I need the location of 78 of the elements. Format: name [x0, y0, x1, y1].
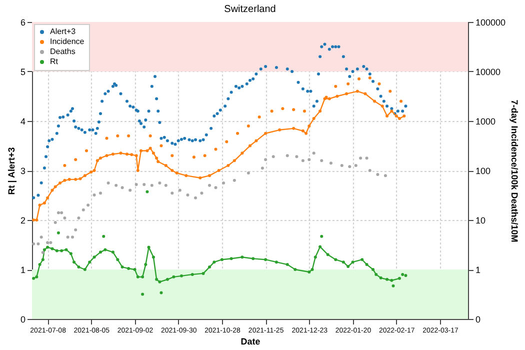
point	[329, 162, 332, 165]
point	[384, 174, 387, 178]
y-tick-label: 0	[20, 314, 26, 324]
point	[70, 236, 74, 239]
point	[222, 181, 226, 184]
legend-label: Incidence	[50, 37, 85, 46]
y2-tick-label: 0	[476, 314, 481, 324]
y-tick-label: 2	[20, 216, 26, 226]
point	[158, 181, 162, 184]
point	[60, 211, 64, 214]
point	[340, 164, 344, 168]
y2-tick-label: 100000	[476, 18, 506, 28]
point	[99, 192, 102, 195]
point	[376, 173, 380, 176]
point	[365, 156, 368, 160]
point	[194, 196, 197, 200]
point	[208, 184, 212, 187]
y2-tick-label: 100	[476, 166, 491, 176]
point	[260, 166, 264, 170]
point	[359, 156, 362, 160]
point	[264, 158, 268, 162]
point	[200, 192, 204, 195]
point	[82, 208, 85, 212]
x-axis-title: Date	[240, 336, 260, 346]
point	[164, 184, 168, 187]
point	[36, 242, 40, 246]
point	[354, 164, 358, 168]
point	[214, 186, 218, 190]
point	[106, 181, 110, 184]
point	[46, 241, 50, 244]
point	[134, 183, 138, 186]
point	[128, 188, 132, 192]
y2-tick-label: 1000	[476, 116, 496, 126]
point	[56, 211, 60, 214]
y-tick-label: 5	[20, 67, 26, 77]
y2-tick-label: 10	[476, 216, 486, 226]
point	[40, 236, 43, 239]
point	[312, 152, 316, 155]
point	[92, 194, 96, 196]
point	[295, 155, 298, 158]
y-axis-title: Rt | Alert+3	[6, 147, 16, 195]
y2-axis-title: 7-day Incidence/100k Deaths/10M	[510, 100, 520, 242]
line-series	[32, 246, 400, 282]
point	[186, 194, 190, 196]
point	[86, 204, 90, 207]
point	[150, 184, 154, 187]
point	[63, 216, 66, 220]
point	[32, 242, 36, 246]
point	[301, 159, 304, 162]
point	[170, 192, 174, 195]
point	[272, 155, 275, 158]
point	[178, 188, 182, 192]
point	[77, 216, 80, 220]
point	[54, 221, 57, 224]
legend-label: Deaths	[50, 47, 76, 56]
y-tick-label: 6	[20, 18, 26, 28]
y-tick-label: 3	[20, 166, 26, 176]
y-tick-label: 1	[20, 265, 26, 275]
point	[320, 159, 324, 162]
y-tick-label: 4	[20, 116, 26, 126]
point	[114, 184, 118, 187]
point	[348, 165, 352, 168]
point	[286, 154, 289, 158]
y2-tick-label: 10000	[476, 67, 501, 77]
point	[246, 172, 250, 174]
legend-label: Alert+3	[50, 27, 76, 36]
point	[142, 183, 146, 186]
point	[308, 158, 311, 162]
point	[49, 241, 52, 244]
point	[232, 178, 236, 182]
point	[41, 251, 44, 254]
point	[66, 236, 70, 239]
point	[120, 186, 124, 190]
point	[74, 228, 78, 232]
point	[368, 169, 372, 172]
chart-title: Switzerland	[224, 4, 276, 15]
legend-label: Rt	[50, 57, 59, 66]
y2-tick-label: 1	[476, 265, 481, 275]
